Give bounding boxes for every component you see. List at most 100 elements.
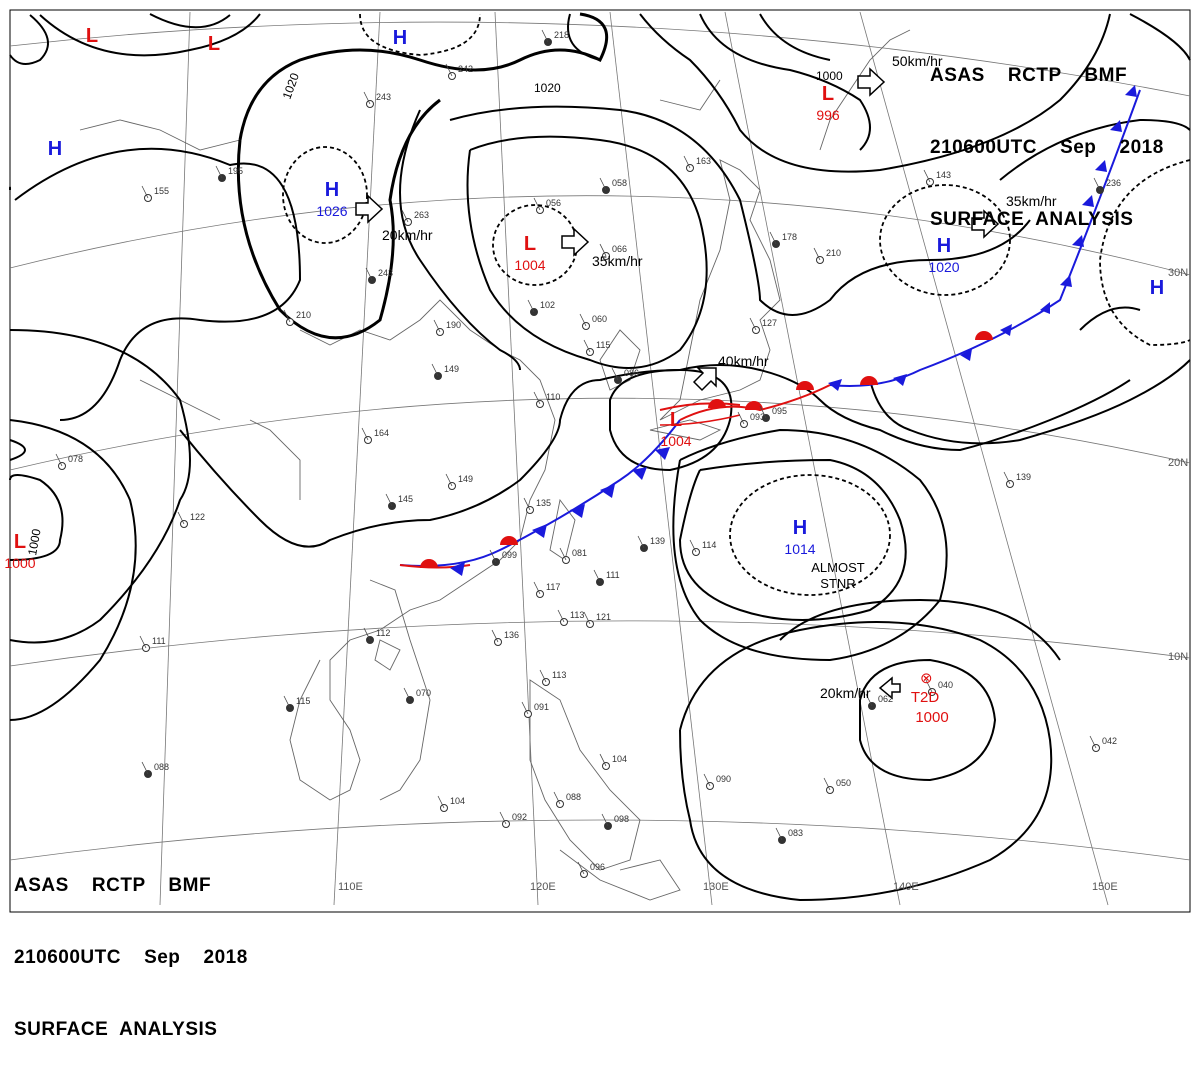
station-pressure-value: 083	[788, 828, 803, 838]
high-pressure-center: H	[937, 235, 951, 257]
station-model: 070	[403, 687, 431, 704]
station-model: 078	[55, 453, 83, 470]
station-model: 243	[365, 267, 393, 284]
map-frame	[9, 9, 1191, 913]
tropical-depression-label: T2D	[911, 689, 940, 706]
station-model: 218	[541, 29, 569, 46]
station-pressure-value: 115	[296, 696, 310, 706]
wind-barb-icon	[823, 777, 831, 791]
station-pressure-value: 236	[1106, 178, 1121, 188]
weather-map: 2182422431951552632432101901491641491451…	[4, 9, 1191, 913]
station-model: 139	[637, 535, 665, 552]
station-model: 115	[283, 695, 310, 712]
wind-barb-icon	[689, 539, 697, 553]
lon-110e-line	[333, 11, 381, 906]
header-line-1: ASAS RCTP BMF	[14, 875, 212, 896]
motion-arrow-east	[857, 67, 886, 97]
station-model: 086	[611, 367, 639, 384]
station-model: 149	[445, 473, 473, 490]
wind-barb-icon	[361, 427, 369, 441]
latitude-label: 30N	[1168, 267, 1188, 279]
station-model: 112	[363, 627, 390, 644]
station-model: 145	[385, 493, 413, 510]
wind-barb-icon	[637, 535, 645, 549]
low-pressure-center: L	[14, 531, 26, 553]
lon-150e-line	[859, 11, 1109, 906]
longitude-label: 110E	[338, 881, 363, 893]
stationary-note: STNR	[820, 576, 855, 591]
motion-speed-label: 35km/hr	[1006, 193, 1057, 209]
station-pressure-value: 149	[458, 474, 473, 484]
station-model: 060	[579, 313, 607, 330]
station-model: 149	[431, 363, 459, 380]
station-model: 139	[1003, 471, 1031, 488]
station-model: 113	[539, 669, 566, 686]
station-model: 210	[283, 309, 311, 326]
wind-barb-icon	[683, 155, 691, 169]
station-pressure-value: 066	[612, 244, 627, 254]
wind-barb-icon	[283, 309, 291, 323]
wind-barb-icon	[583, 339, 591, 353]
station-pressure-value: 092	[512, 812, 527, 822]
wind-barb-icon	[527, 299, 535, 313]
station-model: 121	[583, 611, 611, 628]
station-model: 122	[177, 511, 205, 528]
station-pressure-value: 218	[554, 30, 569, 40]
station-model: 066	[599, 243, 627, 260]
station-model: 095	[759, 405, 787, 422]
station-pressure-value: 058	[612, 178, 627, 188]
station-model: 081	[559, 547, 587, 564]
station-model: 263	[401, 209, 429, 226]
high-pressure-center: H	[48, 138, 62, 160]
wind-barb-icon	[403, 687, 411, 701]
station-model: 092	[499, 811, 527, 828]
chart-header-top: ASAS RCTP BMF 210600UTC Sep 2018 SURFACE…	[930, 16, 1164, 256]
longitude-label: 120E	[530, 881, 556, 893]
latitude-label: 20N	[1168, 457, 1188, 469]
header-line-3: SURFACE ANALYSIS	[930, 209, 1134, 230]
station-pressure-value: 121	[596, 612, 611, 622]
station-model: 042	[1089, 735, 1117, 752]
isobar-value-label: 1000	[25, 527, 43, 556]
lon-140e-line	[724, 11, 901, 906]
station-model: 093	[737, 411, 765, 428]
center-pressure-value: 996	[816, 107, 840, 123]
station-model: 111	[139, 635, 166, 652]
wind-barb-icon	[491, 629, 499, 643]
station-pressure-value: 190	[446, 320, 461, 330]
wind-barb-icon	[215, 165, 223, 179]
station-model: 127	[749, 317, 777, 334]
center-pressure-value: 1000	[4, 555, 35, 571]
station-model: 236	[1093, 177, 1121, 194]
header-line-2: 210600UTC Sep 2018	[14, 947, 248, 968]
station-pressure-value: 111	[152, 636, 166, 646]
motion-speed-label: 35km/hr	[592, 253, 643, 269]
station-model: 083	[775, 827, 803, 844]
station-pressure-value: 114	[702, 540, 716, 550]
station-model: 195	[215, 165, 243, 182]
station-model: 050	[823, 777, 851, 794]
wind-barb-icon	[55, 453, 63, 467]
station-model: 135	[523, 497, 551, 514]
wind-barb-icon	[365, 267, 373, 281]
station-model: 088	[553, 791, 581, 808]
isobars	[9, 12, 1191, 902]
wind-barb-icon	[363, 91, 371, 105]
wind-barb-icon	[489, 549, 497, 563]
station-pressure-value: 078	[68, 454, 83, 464]
station-pressure-value: 122	[190, 512, 205, 522]
station-pressure-value: 096	[590, 862, 605, 872]
wind-barb-icon	[579, 313, 587, 327]
wind-barb-icon	[923, 169, 931, 183]
wind-barb-icon	[177, 511, 185, 525]
high-pressure-center: H	[325, 179, 339, 201]
lon-120e-line	[494, 11, 539, 906]
station-model: 111	[593, 569, 620, 586]
isobar-value-label: 1020	[534, 81, 561, 95]
longitude-label: 130E	[703, 881, 729, 893]
station-pressure-value: 081	[572, 548, 587, 558]
wind-barb-icon	[401, 209, 409, 223]
map-labels: 110E 120E 130E 140E 150E 30N 20N 10N 20km/hr 35km…	[25, 53, 1188, 893]
station-pressure-value: 095	[772, 406, 787, 416]
wind-barb-icon	[385, 493, 393, 507]
